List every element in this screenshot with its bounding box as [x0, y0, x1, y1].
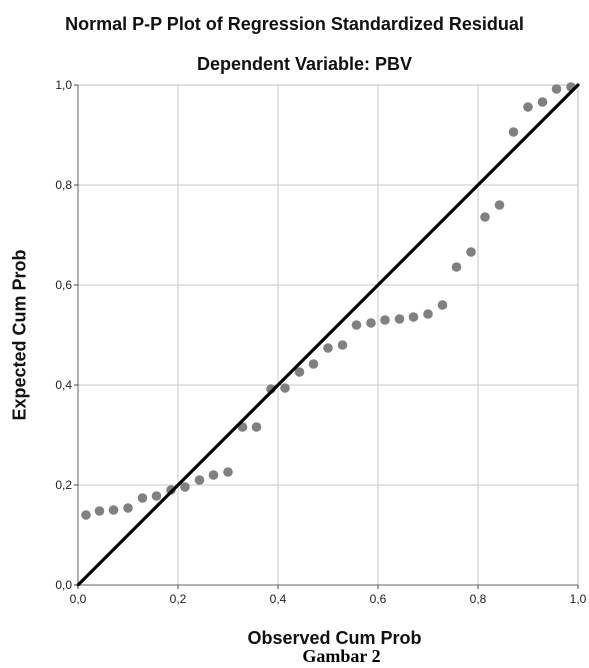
data-point [208, 470, 219, 480]
data-point [537, 97, 548, 107]
data-point [294, 367, 305, 377]
y-tick-label: 0,2 [55, 478, 72, 492]
data-point [251, 422, 262, 432]
x-axis-label: Observed Cum Prob [247, 628, 422, 648]
data-point [394, 314, 405, 324]
data-point [366, 318, 376, 328]
data-point [180, 482, 190, 492]
data-point [81, 510, 91, 520]
y-tick-label: 1,0 [55, 78, 72, 92]
data-point [94, 506, 105, 516]
data-point [380, 315, 390, 325]
chart-subtitle: Dependent Variable: PBV [196, 54, 413, 74]
data-point [437, 300, 448, 310]
tick-labels: 0,00,0 0,2 0,2 0,4 0,4 0,6 0,6 0,8 0,8 1,0 1,0 [55, 78, 586, 606]
x-tick-label: 0,4 [270, 592, 287, 606]
x-tick-label: 0,6 [370, 592, 387, 606]
y-axis-label: Expected Cum Prob [9, 249, 30, 421]
data-point [551, 84, 562, 94]
grid [78, 85, 578, 585]
plot-frame [77, 84, 579, 586]
data-point [151, 491, 162, 501]
y-tick-label: 0,0 [55, 578, 72, 592]
x-tick-label: 0,2 [170, 592, 187, 606]
data-point [123, 503, 133, 513]
data-point [423, 309, 433, 319]
data-point [494, 200, 505, 210]
x-tick-label: 0,8 [470, 592, 487, 606]
data-point [323, 343, 333, 353]
data-point [223, 467, 233, 477]
data-point [308, 359, 319, 369]
data-point [466, 247, 476, 257]
data-point [351, 320, 362, 330]
y-tick-label: 0,8 [55, 178, 72, 192]
x-tick-label: 1,0 [570, 592, 587, 606]
data-point [480, 212, 490, 222]
data-point [408, 312, 419, 322]
data-points [81, 82, 576, 520]
data-point [337, 340, 348, 350]
data-point [280, 383, 290, 393]
data-point [523, 102, 533, 112]
chart-title: Normal P-P Plot of Regression Standardiz… [65, 14, 524, 34]
x-tick-label: 0,0 [70, 592, 87, 606]
data-point [137, 493, 148, 503]
data-point [508, 127, 519, 137]
y-tick-label: 0,4 [55, 378, 72, 392]
figure-caption: Gambar 2 [302, 646, 381, 666]
y-tick-label: 0,6 [55, 278, 72, 292]
reference-line [76, 83, 580, 587]
data-point [451, 262, 462, 272]
data-point [108, 505, 119, 515]
data-point [194, 475, 205, 485]
reference-line-group [76, 83, 580, 587]
